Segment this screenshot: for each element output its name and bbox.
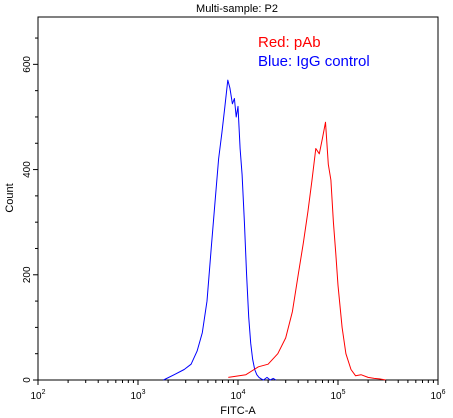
series-layer <box>163 79 386 381</box>
legend-entry: Red: pAb <box>258 34 321 51</box>
y-tick-label: 200 <box>22 266 33 283</box>
y-tick-label: 400 <box>22 161 33 178</box>
y-axis-title: Count <box>4 183 16 212</box>
plot-frame <box>37 16 439 381</box>
axis-ticks: 102 103 104 105 106 0 200 400 600 <box>22 37 446 402</box>
x-tick-label: 104 <box>230 389 245 402</box>
legend-entry: Blue: IgG control <box>258 53 370 70</box>
series-line-0 <box>163 79 277 381</box>
legend: Red: pAb Blue: IgG control <box>258 34 370 70</box>
y-tick-label: 600 <box>22 56 33 73</box>
x-tick-label: 105 <box>330 389 345 402</box>
x-tick-label: 102 <box>30 389 45 402</box>
x-tick-label: 103 <box>130 389 145 402</box>
series-line-1 <box>228 121 386 381</box>
x-axis-title: FITC-A <box>220 405 256 417</box>
chart-title: Multi-sample: P2 <box>196 3 278 15</box>
y-tick-label: 0 <box>22 377 33 383</box>
x-tick-label: 106 <box>430 389 445 402</box>
